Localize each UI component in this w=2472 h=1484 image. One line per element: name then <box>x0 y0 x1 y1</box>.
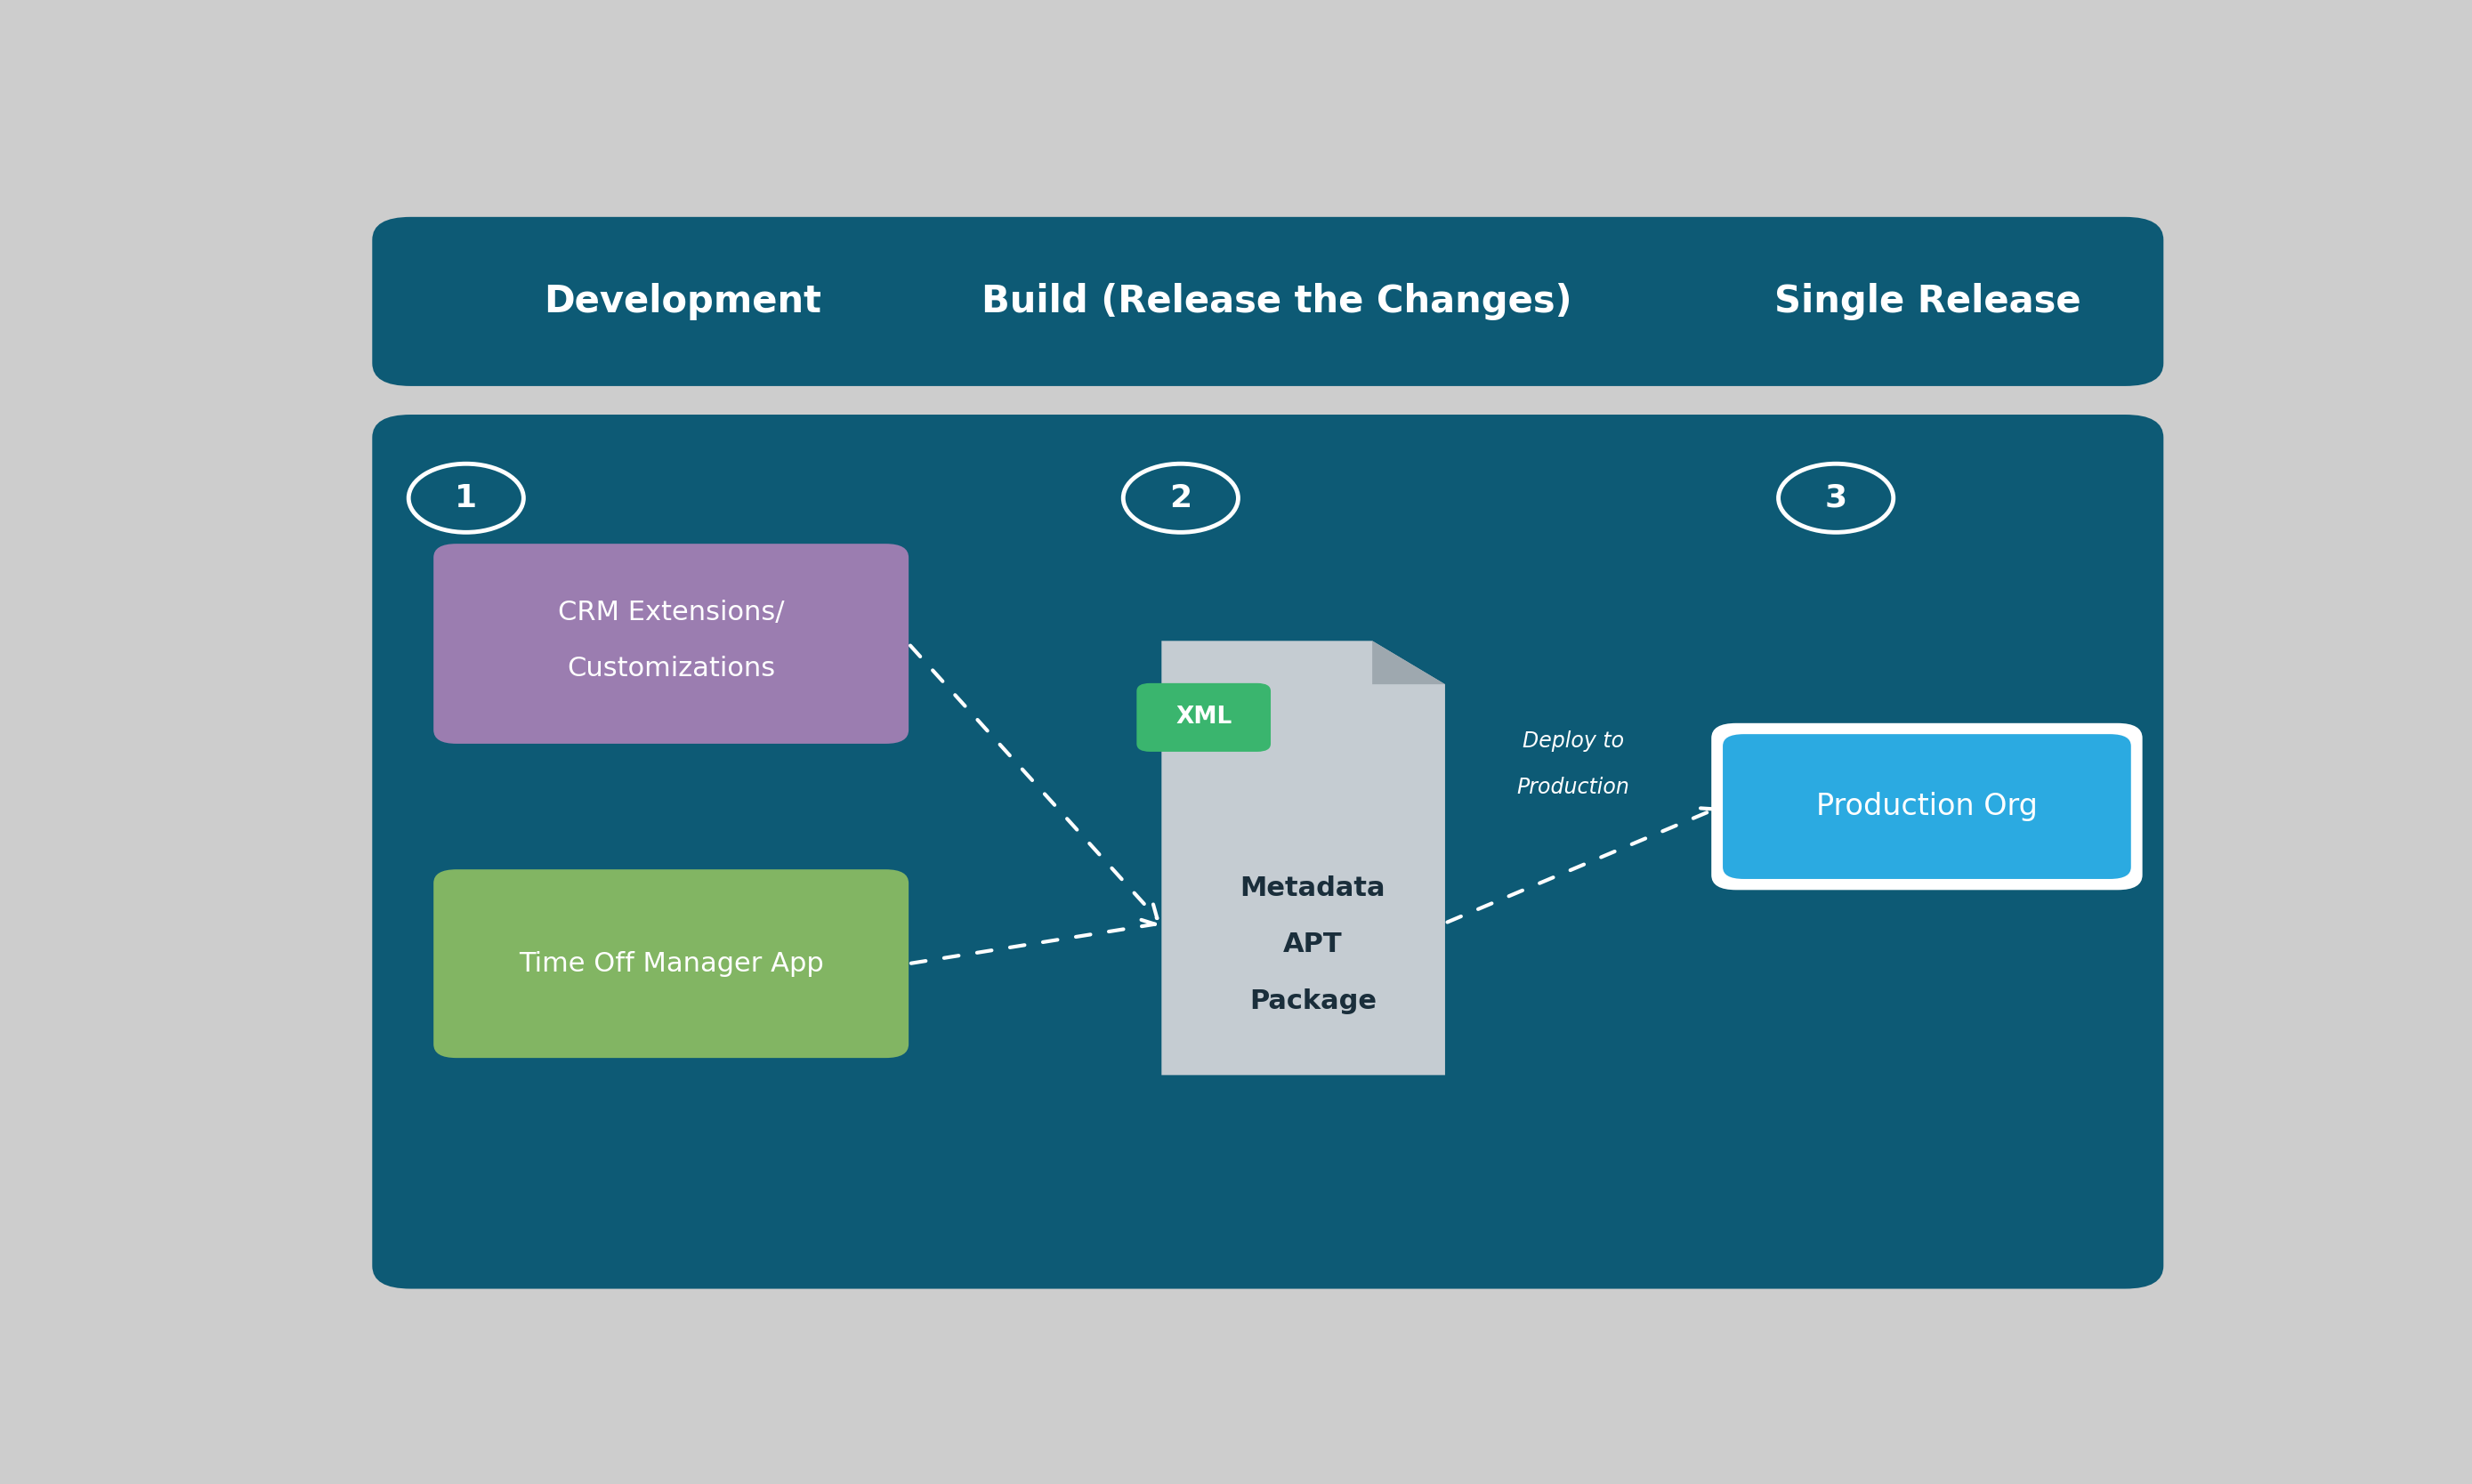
Text: APT: APT <box>1283 932 1342 957</box>
Text: CRM Extensions/: CRM Extensions/ <box>559 600 784 626</box>
Text: Package: Package <box>1248 988 1377 1014</box>
Text: Single Release: Single Release <box>1775 283 2081 321</box>
Polygon shape <box>1372 641 1446 684</box>
Polygon shape <box>1162 641 1446 1074</box>
Text: Production Org: Production Org <box>1817 792 2037 821</box>
Text: Production: Production <box>1518 776 1629 798</box>
Text: Time Off Manager App: Time Off Manager App <box>519 951 823 976</box>
FancyBboxPatch shape <box>433 543 910 743</box>
Text: XML: XML <box>1177 706 1231 729</box>
Text: Deploy to: Deploy to <box>1523 730 1624 752</box>
Text: Customizations: Customizations <box>566 656 776 681</box>
FancyBboxPatch shape <box>1711 723 2143 890</box>
Text: 3: 3 <box>1824 482 1847 513</box>
Text: Metadata: Metadata <box>1241 876 1387 901</box>
Text: Build (Release the Changes): Build (Release the Changes) <box>981 283 1572 321</box>
FancyBboxPatch shape <box>373 217 2163 386</box>
Text: 2: 2 <box>1169 482 1192 513</box>
FancyBboxPatch shape <box>373 414 2163 1288</box>
Text: 1: 1 <box>455 482 477 513</box>
FancyBboxPatch shape <box>1721 732 2133 881</box>
FancyBboxPatch shape <box>1137 683 1271 752</box>
Text: Development: Development <box>544 283 821 321</box>
FancyBboxPatch shape <box>433 870 910 1058</box>
